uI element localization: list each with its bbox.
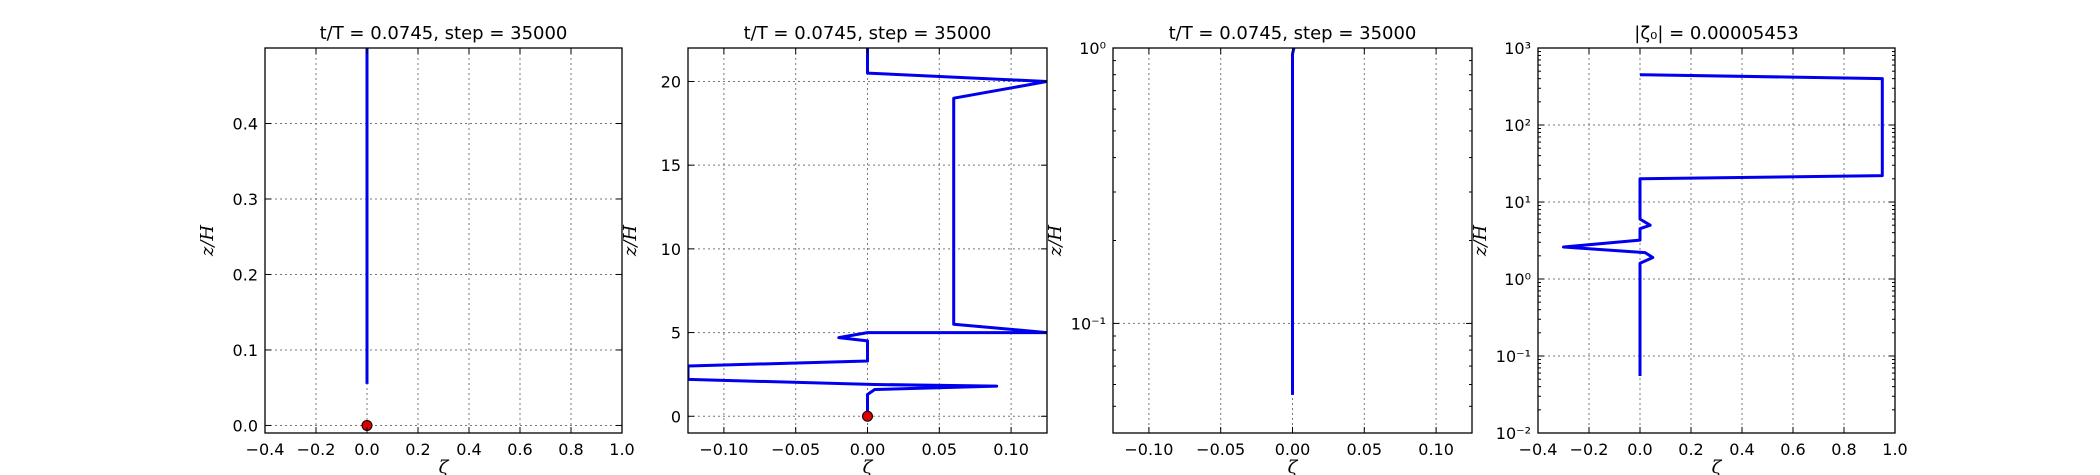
x-tick-label: 0.10 [993, 440, 1029, 459]
plot-area [1562, 73, 1884, 376]
y-tick-label: 0.3 [233, 190, 258, 209]
surface-marker [862, 410, 873, 422]
x-tick-label: −0.2 [1570, 440, 1609, 459]
y-tick-label: 15 [661, 156, 681, 175]
y-tick-label: 10⁻² [1496, 424, 1531, 443]
x-tick-label: 0.4 [456, 440, 481, 459]
chart-panel-3: −0.10 −0.05 0.00 0.05 0.10 10⁻¹ 10⁰ t/T = 0.074… [1045, 23, 1473, 475]
axes-frame [264, 47, 623, 434]
x-tick-label: −0.10 [699, 440, 748, 459]
x-tick-label: 0.0 [354, 440, 379, 459]
x-tick-label: −0.4 [246, 440, 285, 459]
x-axis-label: ζ [1288, 457, 1299, 475]
x-tick-label: 0.00 [1275, 440, 1311, 459]
y-tick-label: 0.4 [233, 114, 258, 133]
y-tick-label: 10² [1504, 116, 1531, 135]
y-axis-label: z/H [1045, 225, 1066, 258]
axes-frame [1537, 47, 1896, 434]
y-tick-label: 10⁻¹ [1496, 347, 1531, 366]
x-axis-label: ζ [863, 457, 874, 475]
y-tick-label: 10⁻¹ [1071, 314, 1106, 333]
x-tick-label: 0.00 [850, 440, 886, 459]
x-tick-label: −0.05 [1196, 440, 1245, 459]
x-tick-label: −0.05 [771, 440, 820, 459]
plot-area [688, 48, 1047, 416]
x-axis-label: ζ [1712, 457, 1723, 475]
plot-area [1291, 48, 1296, 395]
x-tick-label: 0.05 [1346, 440, 1382, 459]
x-tick-label: 0.6 [1780, 440, 1805, 459]
axes-frame [687, 47, 1048, 434]
y-tick-label: 0.0 [233, 416, 258, 435]
panel-title: t/T = 0.0745, step = 35000 [320, 23, 568, 44]
x-tick-label: 0.2 [1678, 440, 1703, 459]
x-tick-label: −0.2 [297, 440, 336, 459]
y-axis-label: z/H [1470, 225, 1491, 258]
panel-title: t/T = 0.0745, step = 35000 [744, 23, 992, 44]
y-tick-label: 10 [661, 240, 681, 259]
y-tick-label: 10⁰ [1504, 270, 1531, 289]
y-tick-label: 10³ [1504, 39, 1531, 58]
y-tick-label: 0 [671, 407, 681, 426]
x-tick-label: 0.4 [1729, 440, 1754, 459]
x-tick-label: −0.4 [1519, 440, 1558, 459]
x-tick-label: 0.05 [921, 440, 957, 459]
x-tick-label: 1.0 [1882, 440, 1907, 459]
x-tick-label: 0.10 [1418, 440, 1454, 459]
y-axis-label: z/H [620, 225, 641, 258]
y-tick-label: 0.2 [233, 265, 258, 284]
x-tick-label: −0.10 [1124, 440, 1173, 459]
panel-title: |ζ₀| = 0.00005453 [1634, 23, 1798, 44]
panel-title: t/T = 0.0745, step = 35000 [1169, 23, 1417, 44]
x-tick-label: 0.8 [1831, 440, 1856, 459]
x-axis-label: ζ [439, 457, 450, 475]
y-tick-label: 10¹ [1504, 193, 1531, 212]
y-tick-label: 10⁰ [1079, 39, 1106, 58]
y-tick-label: 0.1 [233, 341, 258, 360]
chart-panel-4: −0.4 −0.2 0.0 0.2 0.4 0.6 0.8 1.0 10⁻² 10⁻¹ 10⁰ 10¹… [1470, 23, 1908, 475]
y-tick-label: 5 [671, 324, 681, 343]
y-axis-label: z/H [197, 225, 218, 258]
profile-line [688, 48, 1047, 416]
x-tick-label: 0.2 [405, 440, 430, 459]
x-tick-label: 0.0 [1627, 440, 1652, 459]
x-tick-label: 1.0 [609, 440, 634, 459]
x-tick-label: 0.6 [507, 440, 532, 459]
chart-panel-2: −0.10 −0.05 0.00 0.05 0.10 0 5 10 15 20 t/T = 0.07… [620, 23, 1048, 475]
x-tick-label: 0.8 [558, 440, 583, 459]
profile-line [1291, 48, 1296, 395]
chart-panel-1: −0.4 −0.2 0.0 0.2 0.4 0.6 0.8 1.0 0.0 0.1 0.2 0.3 0.… [197, 23, 635, 475]
y-tick-label: 20 [661, 72, 681, 91]
profile-line [1562, 73, 1884, 376]
